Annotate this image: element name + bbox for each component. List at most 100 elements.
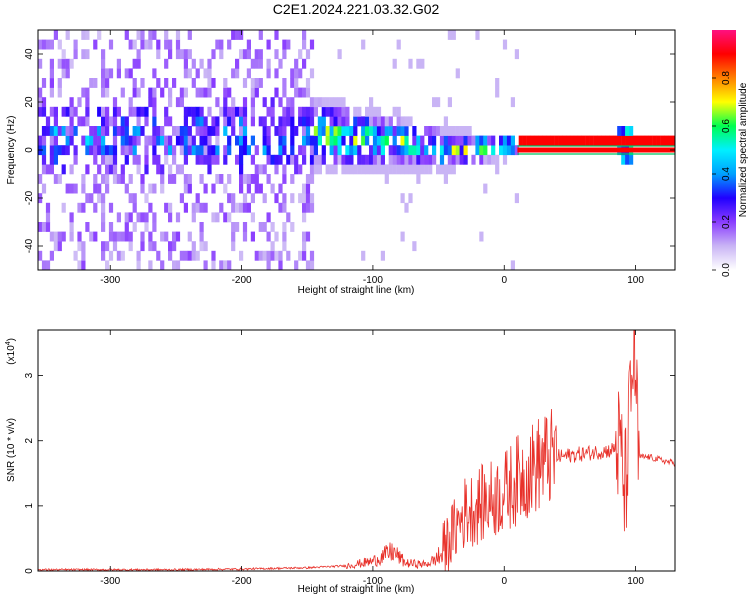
spectrogram-cell xyxy=(250,135,255,146)
spectrogram-cell xyxy=(61,126,66,136)
spectrogram-cell xyxy=(148,39,153,50)
spectrogram-cell xyxy=(164,231,169,242)
spectrogram-cell xyxy=(278,126,283,136)
spectrogram-cell xyxy=(148,183,153,194)
spectrogram-cell xyxy=(459,126,464,136)
spectrogram-cell xyxy=(101,202,106,213)
spectrogram-cell xyxy=(254,49,259,60)
spectrogram-cell xyxy=(179,164,184,175)
spectrogram-cell xyxy=(175,39,181,50)
spectrogram-cell xyxy=(164,202,169,213)
spectrogram-cell xyxy=(309,116,315,127)
spectrogram-cell xyxy=(640,135,646,146)
spectrogram-cell xyxy=(179,97,184,108)
spectrogram-cell xyxy=(337,135,342,146)
svg-text:(x104): (x104) xyxy=(5,338,17,365)
spectrogram-cell xyxy=(447,154,452,165)
spectrogram-cell xyxy=(179,250,184,261)
snr-panel: -300 -200 -100 0 100 0 1 2 3 Height of straight… xyxy=(5,329,676,595)
spectrogram-cell xyxy=(187,135,192,146)
spectrogram-cell xyxy=(136,116,141,127)
spectrogram-cell xyxy=(451,135,456,146)
spectrogram-cell xyxy=(191,241,196,252)
spectrogram-cell xyxy=(183,135,188,146)
spectrogram-cell xyxy=(156,164,161,175)
spectrogram-cell xyxy=(81,174,86,184)
spectrogram-cell xyxy=(156,49,161,60)
spectrogram-cell xyxy=(495,78,500,88)
spectrogram-cell xyxy=(302,58,307,69)
spectrogram-cell xyxy=(250,58,255,69)
spectrogram-cell xyxy=(558,135,563,146)
spectrogram-cell xyxy=(266,135,271,146)
spectrogram-cell xyxy=(242,78,248,88)
spectrogram-cell xyxy=(144,106,149,117)
spectrogram-cell xyxy=(518,135,523,146)
spectrogram-cell xyxy=(85,97,90,108)
spectrogram-cell xyxy=(514,145,519,156)
spectrogram-cell xyxy=(428,154,433,165)
spectrogram-cell xyxy=(128,145,133,156)
spectrogram-cell xyxy=(231,68,236,79)
spectrogram-cell xyxy=(376,135,382,146)
spectrogram-cell xyxy=(128,212,133,223)
spectrogram-cell xyxy=(408,154,413,165)
spectrogram-cell xyxy=(262,193,267,204)
snr-x-axis-label: Height of straight line (km) xyxy=(298,584,415,595)
spectrogram-cell xyxy=(246,183,251,194)
spectrogram-cell xyxy=(49,68,54,79)
spectrogram-cell xyxy=(258,116,263,127)
spectrogram-cell xyxy=(290,106,295,117)
spectrogram-cell xyxy=(569,135,575,146)
spectrogram-cell xyxy=(609,135,614,146)
spectrogram-cell xyxy=(333,154,338,165)
spectrogram-cell xyxy=(81,30,86,40)
spectrogram-cell xyxy=(424,145,429,156)
spectrogram-cell xyxy=(266,174,271,184)
spectrogram-cell xyxy=(361,250,366,261)
spectrogram-cell xyxy=(219,174,224,184)
spectrogram-cell xyxy=(400,116,405,127)
spectrogram-cell xyxy=(309,135,315,146)
spectrogram-cell xyxy=(108,154,114,165)
spectrogram-cell xyxy=(396,126,401,136)
spectrogram-cell xyxy=(258,49,263,60)
spectrogram-cell xyxy=(380,135,385,146)
spectrogram-cell xyxy=(266,68,271,79)
spectrogram-cell xyxy=(365,154,370,165)
spectrogram-cell xyxy=(510,260,515,270)
spectrogram-cell xyxy=(408,116,413,127)
spectrogram-cell xyxy=(463,154,468,165)
spectrogram-cell xyxy=(235,202,240,213)
spectrogram-cell xyxy=(400,154,405,165)
spectrogram-cell xyxy=(333,164,338,175)
spectrogram-cell xyxy=(372,126,378,136)
spectrogram-cell xyxy=(467,126,472,136)
spectrogram-cell xyxy=(128,68,133,79)
snr-multiplier-base: (x10 xyxy=(6,345,17,365)
spectrogram-cell xyxy=(432,145,437,156)
spectrogram-cell xyxy=(172,260,177,270)
spectrogram-cell xyxy=(53,30,58,40)
spectrogram-cell xyxy=(396,154,401,165)
x-tick-label: -100 xyxy=(363,275,383,286)
spectrogram-cell xyxy=(404,126,409,136)
snr-multiplier: (x104) xyxy=(5,338,17,365)
spectrogram-cell xyxy=(290,116,295,127)
spectrogram-cell xyxy=(633,135,638,146)
spectrogram-x-axis-label: Height of straight line (km) xyxy=(298,285,415,296)
spectrogram-cell xyxy=(49,231,54,242)
spectrogram-cell xyxy=(439,164,445,175)
spectrogram-cell xyxy=(97,183,102,194)
spectrogram-cell xyxy=(581,135,586,146)
spectrogram-cell xyxy=(282,39,287,50)
spectrogram-cell xyxy=(349,126,354,136)
spectrogram-cell xyxy=(250,97,255,108)
spectrogram-cell xyxy=(420,145,425,156)
spectrogram-cell xyxy=(333,116,338,127)
spectrogram-cell xyxy=(372,154,378,165)
spectrogram-cell xyxy=(116,126,121,136)
spectrogram-cell xyxy=(195,126,200,136)
spectrogram-cell xyxy=(41,183,47,194)
spectrogram-cell xyxy=(140,106,145,117)
